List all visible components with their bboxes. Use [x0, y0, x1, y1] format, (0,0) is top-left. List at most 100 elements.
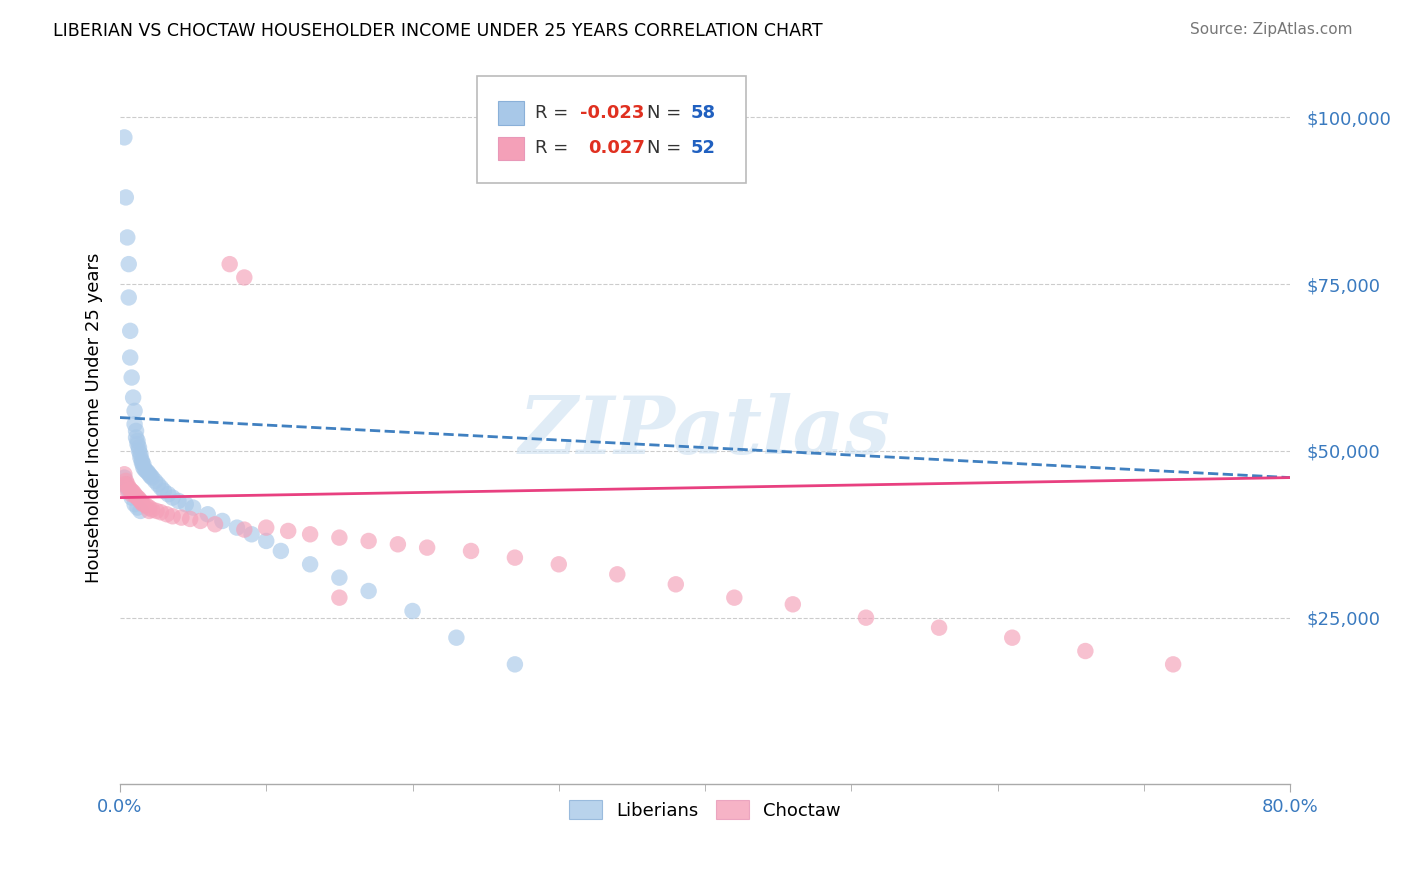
Point: [460, 544, 482, 558]
Point: [179, 512, 201, 526]
Point: [112, 467, 135, 482]
Point: [328, 591, 350, 605]
Point: [112, 130, 135, 145]
Text: R =: R =: [536, 104, 575, 122]
Text: N =: N =: [647, 139, 686, 157]
Point: [503, 550, 526, 565]
Point: [127, 434, 149, 448]
Point: [124, 404, 146, 418]
Point: [197, 508, 219, 522]
Point: [128, 491, 150, 506]
Point: [112, 470, 135, 484]
Point: [153, 483, 176, 498]
Point: [181, 500, 204, 515]
Point: [139, 469, 162, 483]
Point: [416, 541, 439, 555]
Text: R =: R =: [536, 139, 581, 157]
Point: [233, 523, 256, 537]
Point: [132, 457, 155, 471]
Point: [503, 657, 526, 672]
Point: [149, 481, 172, 495]
Point: [1001, 631, 1024, 645]
Point: [120, 324, 142, 338]
Point: [121, 483, 143, 498]
Text: N =: N =: [647, 104, 686, 122]
Point: [124, 497, 146, 511]
Point: [149, 505, 172, 519]
Text: -0.023: -0.023: [579, 104, 644, 122]
Point: [117, 483, 139, 498]
Point: [328, 531, 350, 545]
Point: [446, 631, 468, 645]
Point: [226, 520, 249, 534]
Point: [120, 351, 142, 365]
Point: [129, 504, 152, 518]
Point: [127, 500, 149, 515]
Point: [129, 450, 152, 465]
Point: [357, 533, 380, 548]
Point: [117, 230, 139, 244]
Point: [117, 481, 139, 495]
Point: [138, 500, 160, 515]
Point: [128, 444, 150, 458]
Point: [157, 487, 180, 501]
Point: [156, 508, 179, 522]
Text: 52: 52: [690, 139, 716, 157]
Point: [125, 489, 148, 503]
Point: [114, 474, 136, 488]
Point: [170, 510, 193, 524]
Text: Source: ZipAtlas.com: Source: ZipAtlas.com: [1189, 22, 1353, 37]
Point: [122, 391, 145, 405]
Point: [1074, 644, 1097, 658]
Point: [118, 481, 141, 495]
Point: [211, 514, 233, 528]
Point: [547, 558, 569, 572]
Point: [118, 257, 141, 271]
Point: [120, 483, 142, 497]
Y-axis label: Householder Income Under 25 years: Householder Income Under 25 years: [86, 252, 103, 582]
Point: [125, 431, 148, 445]
Point: [254, 520, 277, 534]
Point: [136, 465, 159, 479]
Point: [328, 571, 350, 585]
Text: 58: 58: [690, 104, 716, 122]
Point: [131, 456, 153, 470]
Point: [1161, 657, 1184, 672]
Point: [134, 462, 156, 476]
Point: [124, 487, 146, 501]
Point: [174, 497, 197, 511]
Point: [218, 257, 240, 271]
Point: [124, 417, 146, 432]
Point: [357, 584, 380, 599]
Point: [132, 497, 155, 511]
Point: [145, 504, 167, 518]
Point: [127, 437, 149, 451]
Point: [299, 527, 322, 541]
Point: [121, 491, 143, 505]
Text: LIBERIAN VS CHOCTAW HOUSEHOLDER INCOME UNDER 25 YEARS CORRELATION CHART: LIBERIAN VS CHOCTAW HOUSEHOLDER INCOME U…: [53, 22, 823, 40]
Text: 0.027: 0.027: [588, 139, 645, 157]
Point: [117, 477, 139, 491]
Point: [138, 467, 160, 482]
Point: [125, 424, 148, 438]
Legend: Liberians, Choctaw: Liberians, Choctaw: [562, 793, 848, 827]
Point: [132, 460, 155, 475]
Point: [121, 487, 143, 501]
Point: [167, 494, 190, 508]
Point: [114, 190, 136, 204]
Text: ZIPatlas: ZIPatlas: [519, 393, 891, 471]
Point: [131, 454, 153, 468]
Point: [855, 610, 877, 624]
Point: [131, 496, 153, 510]
FancyBboxPatch shape: [477, 77, 747, 183]
Point: [135, 499, 157, 513]
Point: [121, 370, 143, 384]
Point: [190, 514, 212, 528]
Point: [162, 491, 184, 505]
Point: [401, 604, 423, 618]
FancyBboxPatch shape: [498, 102, 523, 125]
Point: [141, 470, 163, 484]
Point: [277, 524, 299, 538]
Point: [146, 477, 169, 491]
Point: [387, 537, 409, 551]
